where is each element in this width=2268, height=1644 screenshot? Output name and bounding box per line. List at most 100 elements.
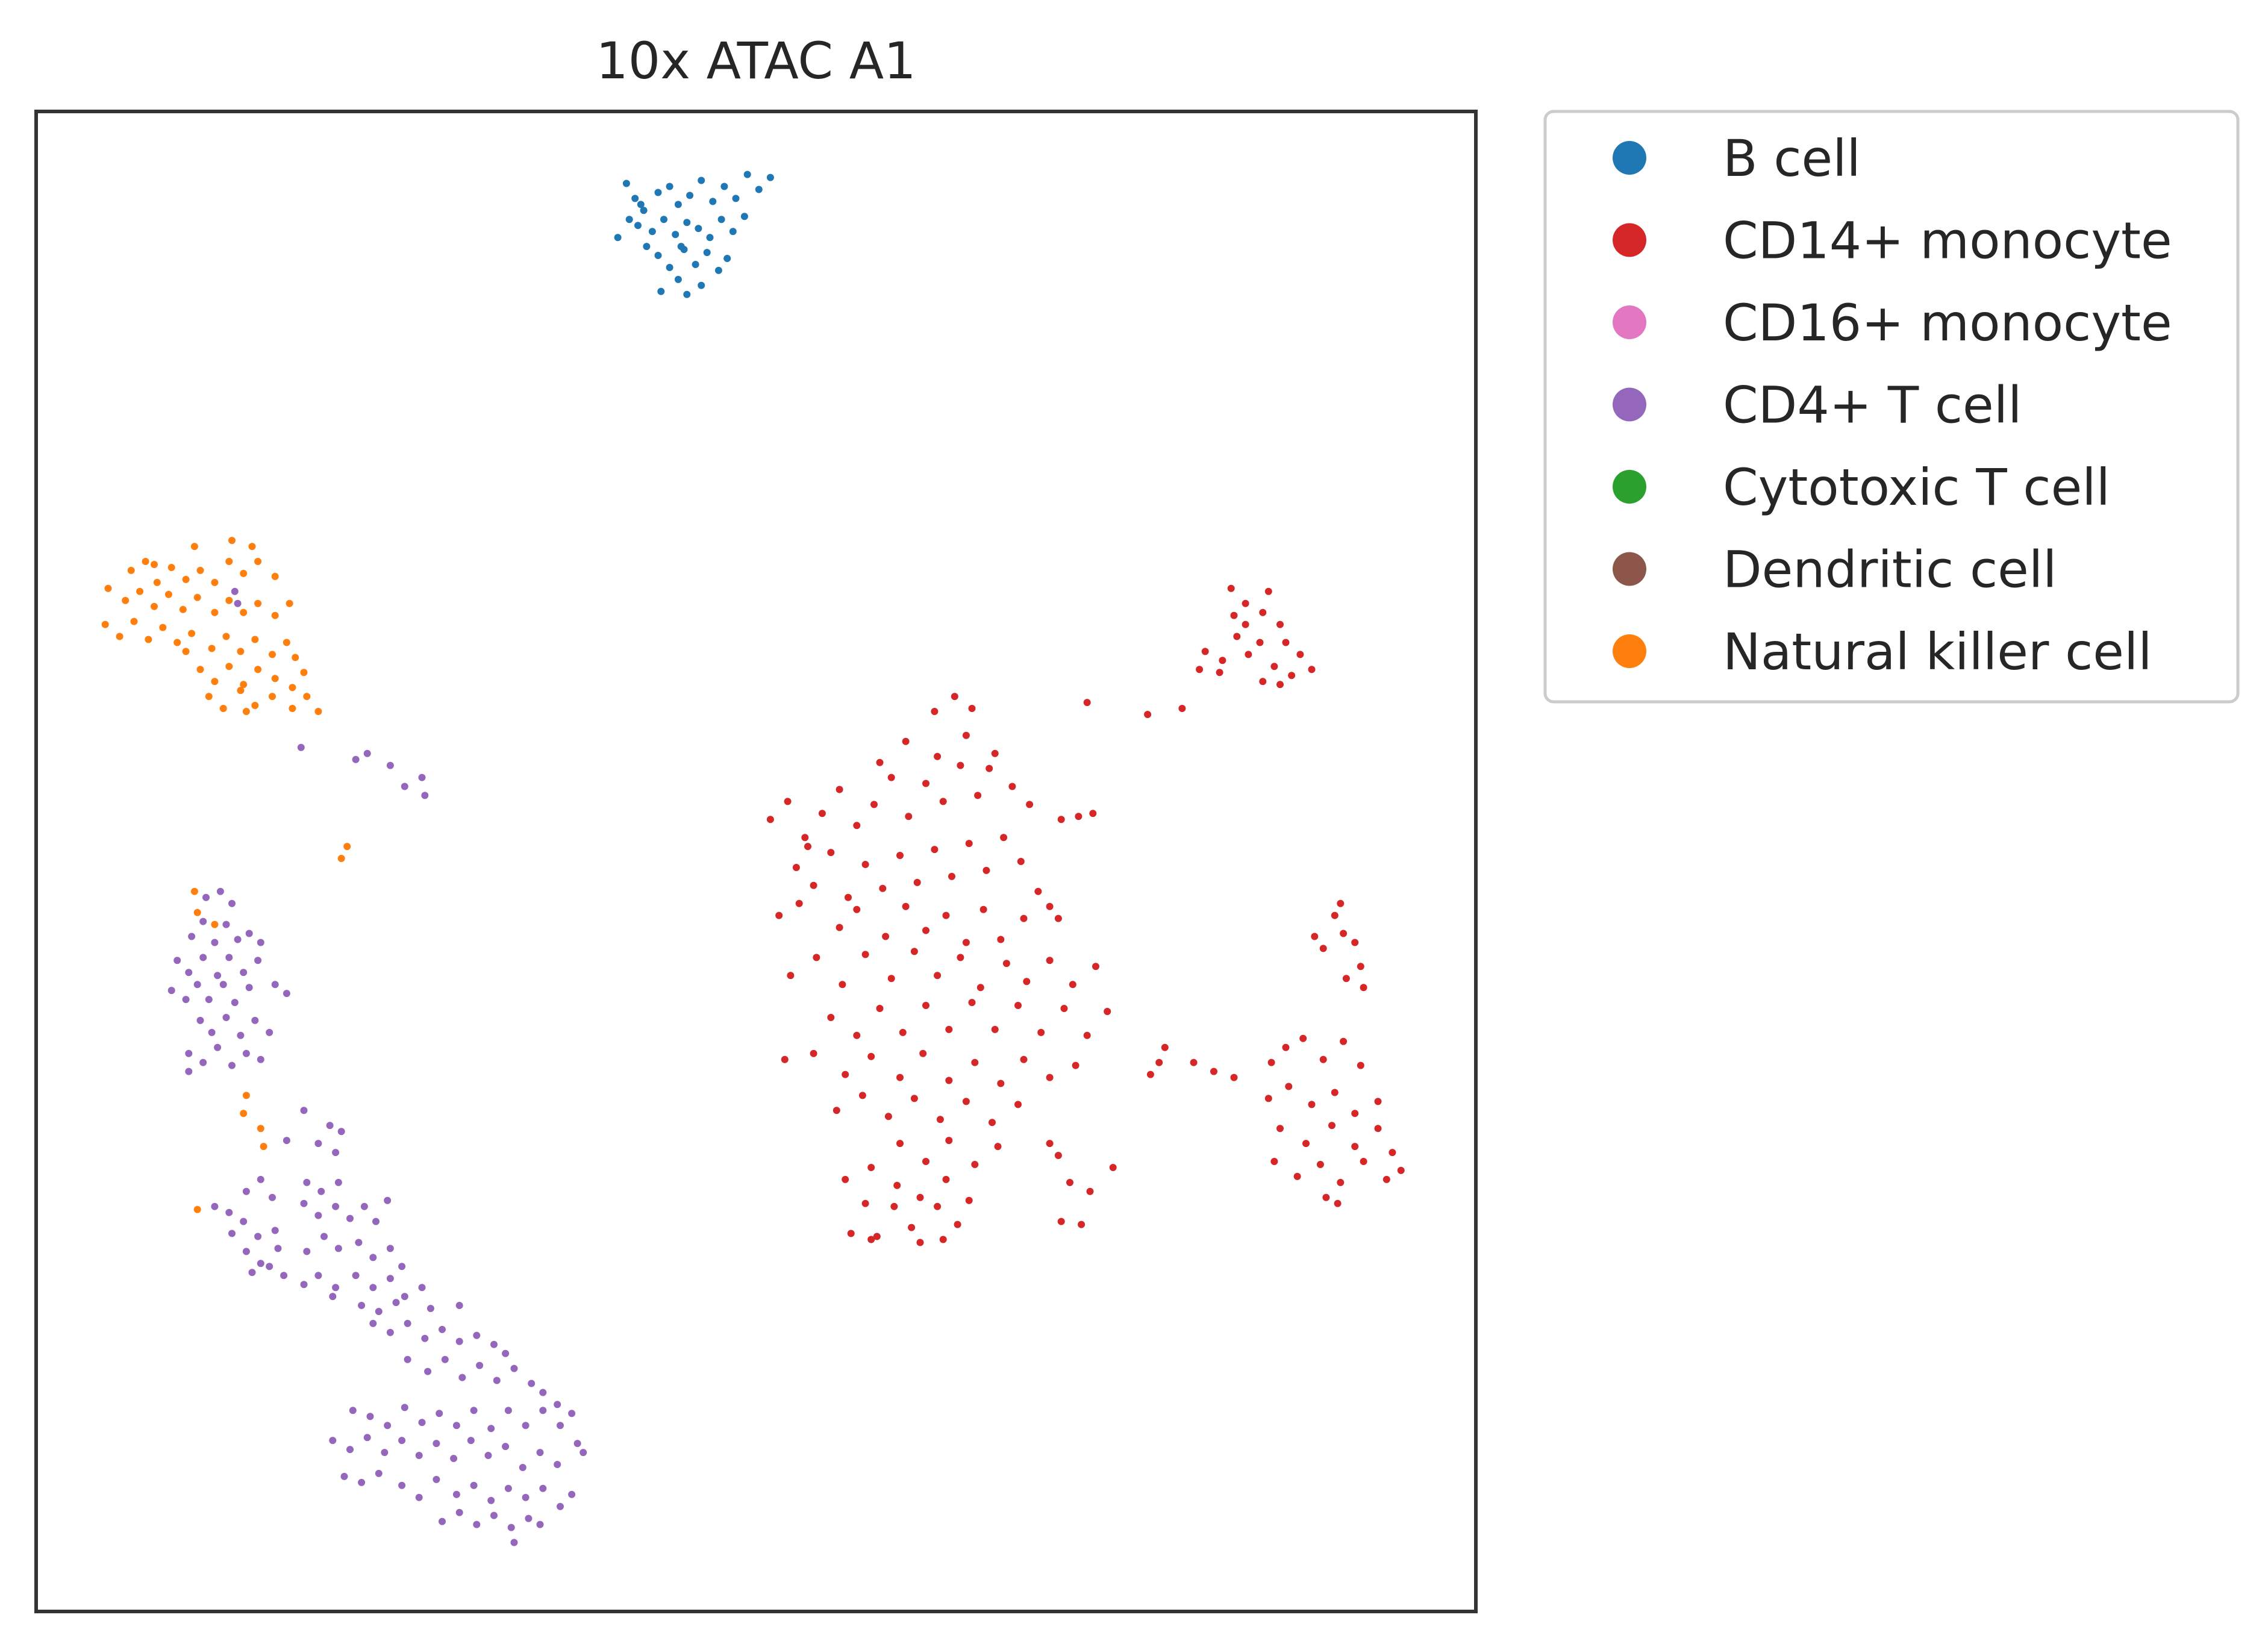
data-point	[199, 917, 207, 925]
data-point	[1146, 1070, 1154, 1078]
data-point	[853, 822, 861, 830]
data-point	[116, 633, 123, 640]
data-point	[369, 1254, 377, 1261]
data-point	[145, 636, 152, 643]
data-point	[1397, 1166, 1405, 1174]
data-point	[902, 737, 910, 745]
data-point	[1351, 939, 1359, 946]
data-point	[185, 1049, 193, 1057]
data-point	[418, 1284, 426, 1292]
data-point	[858, 1092, 866, 1099]
data-point	[804, 843, 811, 851]
data-point	[242, 1248, 250, 1255]
data-point	[974, 792, 982, 799]
data-point	[283, 990, 290, 998]
scatter-points	[101, 170, 1405, 1546]
data-point	[1086, 1187, 1094, 1195]
data-point	[193, 1205, 201, 1213]
data-point	[861, 951, 869, 958]
data-point	[421, 1334, 429, 1342]
data-point	[274, 1245, 282, 1252]
data-point	[292, 654, 299, 661]
data-point	[870, 801, 878, 808]
data-point	[787, 972, 795, 980]
data-point	[810, 881, 817, 889]
data-point	[1270, 1158, 1278, 1165]
data-point	[476, 1361, 484, 1369]
data-point	[421, 792, 429, 799]
data-point	[251, 636, 259, 643]
data-point	[1104, 1008, 1111, 1015]
data-point	[490, 1340, 498, 1348]
legend-label: CD4+ T cell	[1723, 376, 2022, 435]
data-point	[1316, 1161, 1324, 1168]
data-point	[237, 648, 245, 655]
data-point	[922, 927, 929, 934]
data-point	[1264, 587, 1272, 595]
data-point	[242, 1049, 250, 1057]
data-point	[320, 1233, 328, 1240]
legend-marker	[1613, 470, 1646, 504]
data-point	[1054, 914, 1062, 922]
data-point	[674, 275, 682, 283]
data-point	[329, 1293, 337, 1301]
data-point	[1319, 1055, 1327, 1063]
data-point	[986, 764, 993, 772]
data-point	[861, 1199, 869, 1207]
data-point	[1308, 666, 1316, 674]
data-point	[436, 1410, 443, 1417]
data-point	[916, 1239, 924, 1246]
data-point	[931, 846, 939, 854]
data-point	[522, 1422, 530, 1430]
data-point	[519, 1464, 526, 1471]
data-point	[502, 1443, 510, 1451]
data-point	[1334, 1199, 1342, 1207]
data-point	[433, 1475, 440, 1483]
data-point	[784, 798, 792, 805]
data-point	[334, 1245, 342, 1252]
data-point	[205, 693, 213, 701]
data-point	[934, 1202, 942, 1210]
data-point	[836, 924, 843, 931]
legend-label: Dendritic cell	[1723, 540, 2057, 599]
data-point	[536, 1449, 544, 1457]
data-point	[818, 810, 826, 817]
data-point	[211, 608, 219, 616]
data-point	[1190, 1058, 1198, 1066]
data-point	[573, 1440, 581, 1448]
data-point	[337, 855, 345, 862]
data-point	[884, 1113, 892, 1120]
data-point	[1210, 1067, 1217, 1075]
data-point	[1014, 1002, 1022, 1009]
data-point	[257, 1175, 264, 1183]
data-point	[490, 1511, 498, 1519]
data-point	[358, 1302, 366, 1309]
data-point	[643, 243, 651, 251]
data-point	[1000, 834, 1008, 842]
data-point	[962, 1098, 970, 1105]
data-point	[954, 1220, 961, 1228]
data-point	[269, 693, 276, 701]
data-point	[836, 786, 843, 793]
data-point	[283, 1137, 290, 1145]
data-point	[997, 936, 1005, 943]
series-3	[167, 587, 587, 1546]
data-point	[528, 1380, 536, 1387]
data-point	[415, 1452, 423, 1459]
legend-frame	[1543, 110, 2240, 704]
data-point	[1328, 1122, 1335, 1130]
data-point	[637, 201, 645, 208]
data-point	[948, 872, 955, 880]
data-point	[845, 893, 852, 901]
legend-label: Natural killer cell	[1723, 622, 2152, 681]
data-point	[743, 170, 751, 178]
data-point	[222, 1014, 230, 1021]
data-point	[939, 1236, 947, 1243]
data-point	[1357, 963, 1364, 970]
data-point	[732, 195, 740, 202]
data-point	[965, 840, 973, 848]
data-point	[1340, 1037, 1348, 1045]
data-point	[188, 630, 196, 637]
data-point	[1201, 648, 1209, 655]
data-point	[896, 852, 904, 859]
